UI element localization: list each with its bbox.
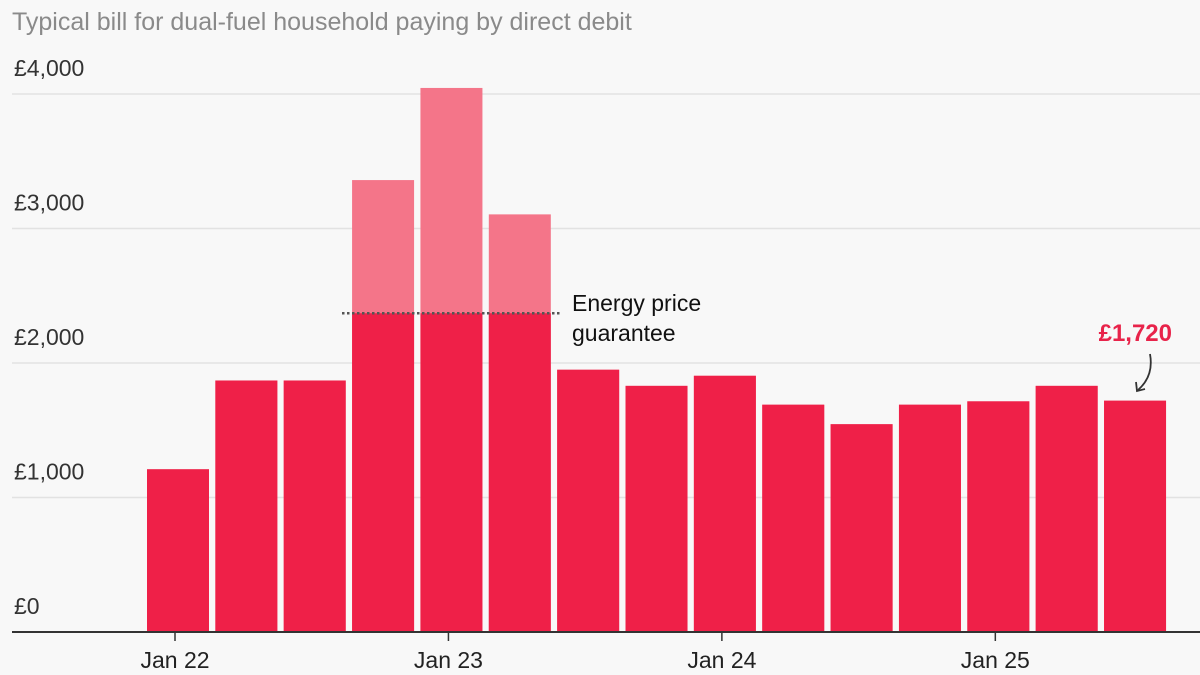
y-tick-label: £2,000 xyxy=(14,324,84,350)
bar-bill xyxy=(420,313,483,632)
y-tick-label: £0 xyxy=(14,593,40,619)
guarantee-label-line1: Energy price xyxy=(572,290,701,316)
bar-bill xyxy=(147,469,209,632)
bar-bill xyxy=(283,380,346,632)
x-tick-label: Jan 25 xyxy=(961,647,1030,673)
bar-bill xyxy=(625,385,688,632)
y-tick-label: £3,000 xyxy=(14,190,84,216)
bar-bill xyxy=(693,375,756,632)
bar-bill xyxy=(898,404,961,632)
bar-bill xyxy=(488,313,551,632)
last-value-label: £1,720 xyxy=(1099,320,1172,347)
x-tick-label: Jan 24 xyxy=(687,647,756,673)
bar-bill xyxy=(830,424,893,632)
guarantee-label-line2: guarantee xyxy=(572,320,676,346)
bar-bill xyxy=(762,404,825,632)
bar-bill xyxy=(1035,385,1098,632)
chart-title: Typical bill for dual-fuel household pay… xyxy=(12,8,632,36)
callout-arrowhead xyxy=(1135,381,1146,393)
x-tick-label: Jan 22 xyxy=(140,647,209,673)
y-tick-label: £4,000 xyxy=(14,55,84,81)
bar-bill xyxy=(215,380,278,632)
callout-arrow xyxy=(1137,353,1152,391)
bar-bill xyxy=(1104,400,1167,632)
bar-bill xyxy=(967,401,1030,632)
x-tick-label: Jan 23 xyxy=(414,647,483,673)
y-tick-label: £1,000 xyxy=(14,459,84,485)
bar-bill xyxy=(557,369,620,632)
bar-bill xyxy=(352,313,415,632)
